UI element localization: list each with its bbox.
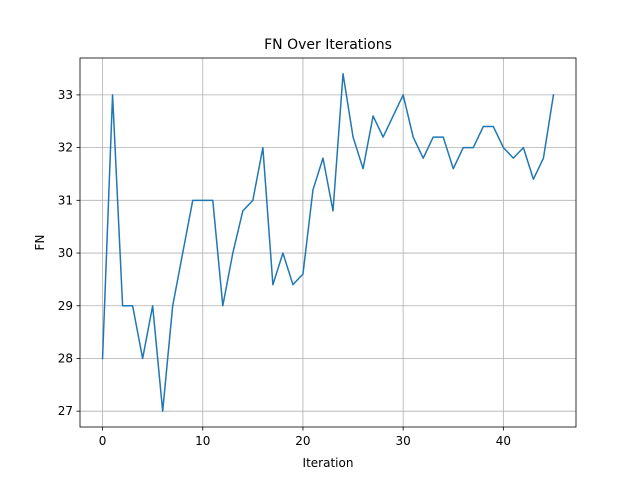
x-tick-label: 0 [99,434,107,448]
y-tick-label: 33 [58,88,73,102]
y-tick-label: 28 [58,351,73,365]
x-tick-label: 40 [496,434,511,448]
x-tick-label: 20 [295,434,310,448]
axes-frame [79,57,577,428]
x-tick-label: 30 [396,434,411,448]
chart-title: FN Over Iterations [264,37,392,53]
y-tick-label: 30 [58,246,73,260]
x-axis-title: Iteration [303,456,354,470]
y-tick-label: 29 [58,299,73,313]
x-tick-label: 10 [195,434,210,448]
y-tick-label: 27 [58,404,73,418]
y-tick-label: 32 [58,141,73,155]
data-layer [101,73,555,412]
y-axis-title: FN [33,235,47,251]
tick-layer: 0 10 20 30 40 27 28 29 30 31 32 33 [58,88,511,448]
y-tick-label: 31 [58,193,73,207]
series-line [101,73,555,412]
